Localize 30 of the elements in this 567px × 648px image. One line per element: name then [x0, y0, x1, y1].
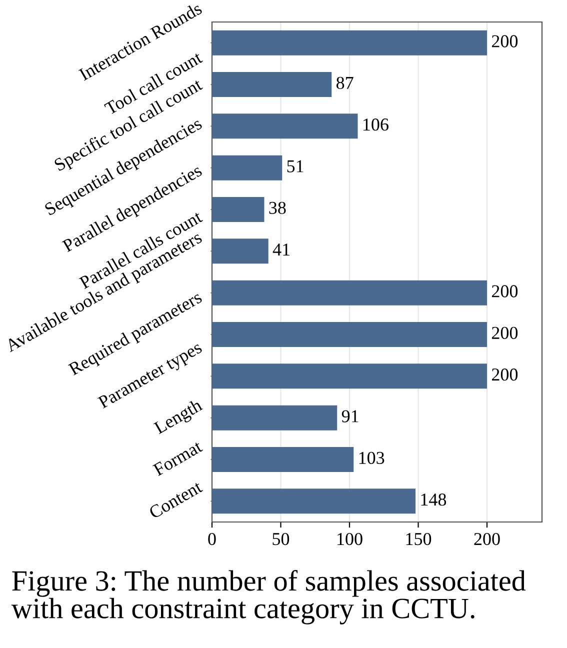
x-tick-label: 100 — [338, 532, 362, 546]
bar — [212, 238, 268, 264]
x-tick-label: 200 — [474, 532, 500, 546]
data-label: 200 — [492, 35, 518, 48]
bar — [212, 364, 487, 389]
data-label: 200 — [492, 326, 518, 340]
bar — [212, 447, 354, 472]
bar — [212, 72, 332, 97]
bar — [212, 197, 264, 222]
bar — [212, 114, 358, 139]
bar — [212, 155, 282, 180]
data-label: 91 — [342, 410, 358, 422]
bar — [212, 30, 487, 56]
data-label: 106 — [364, 118, 388, 131]
bar — [212, 280, 487, 306]
data-label: 200 — [492, 368, 518, 381]
data-label: 148 — [421, 494, 446, 506]
data-label: 41 — [272, 244, 290, 256]
bar — [212, 405, 338, 430]
data-label: 200 — [492, 285, 518, 298]
data-label: 51 — [287, 160, 304, 172]
bar — [212, 322, 487, 347]
data-label: 87 — [336, 76, 354, 90]
x-tick-label: 0 — [208, 532, 216, 546]
caption: Figure 3: The number of samples associated with each constraint category in CCTU. — [11, 570, 526, 624]
data-label: 103 — [359, 452, 384, 464]
data-label: 38 — [269, 202, 286, 214]
x-tick-label: 150 — [406, 532, 432, 546]
bar — [212, 488, 416, 514]
x-tick-label: 50 — [272, 532, 290, 546]
